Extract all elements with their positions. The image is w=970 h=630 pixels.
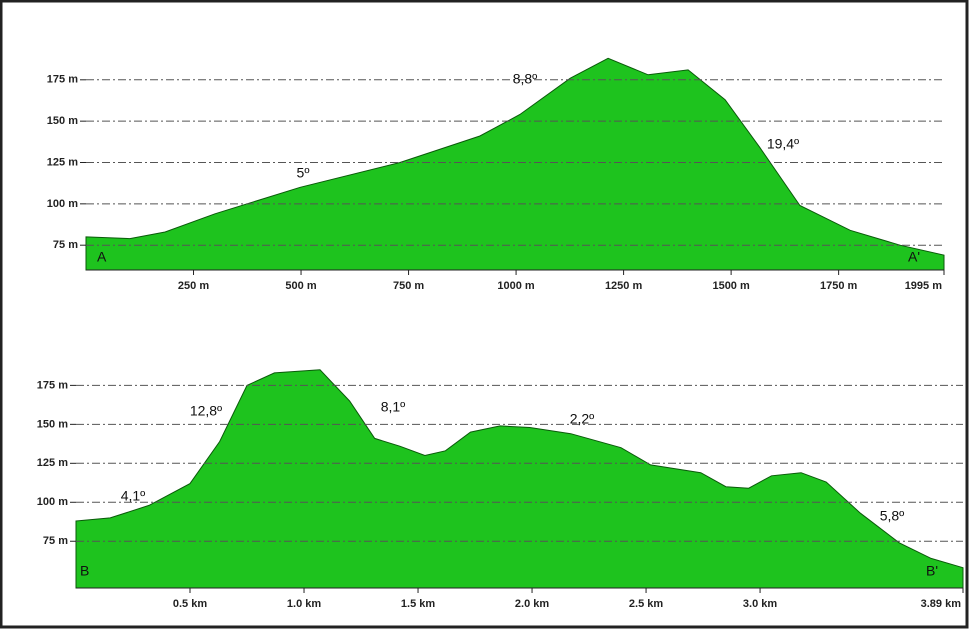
y-tick-label: 175 m [47, 74, 78, 86]
x-tick-label: 1750 m [820, 280, 858, 292]
y-tick-label: 150 m [37, 418, 68, 430]
x-tick-label: 1250 m [605, 280, 643, 292]
annotation: B' [926, 563, 938, 579]
x-tick-label: 750 m [393, 280, 424, 292]
x-tick-label: 2.0 km [515, 598, 549, 610]
elevation-area [85, 57, 945, 271]
x-tick-label: 3.89 km [921, 598, 962, 610]
x-tick-label: 1500 m [712, 280, 750, 292]
annotation: 8,8º [513, 71, 538, 87]
annotation: 2,2º [570, 411, 595, 427]
x-tick-label: 250 m [178, 280, 209, 292]
annotation: A [97, 249, 107, 265]
x-tick-label: 1995 m [905, 280, 943, 292]
annotation: 4,1º [121, 488, 146, 504]
x-tick-label: 0.5 km [173, 598, 207, 610]
annotation: 5,8º [880, 508, 905, 524]
annotation: 19,4º [767, 136, 799, 152]
x-tick-label: 1.5 km [401, 598, 435, 610]
annotation: 8,1º [381, 399, 406, 415]
x-tick-label: 1000 m [497, 280, 535, 292]
elevation-area [75, 369, 964, 589]
y-tick-label: 100 m [47, 198, 78, 210]
annotation: B [80, 563, 89, 579]
x-tick-label: 500 m [285, 280, 316, 292]
y-tick-label: 175 m [37, 379, 68, 391]
x-tick-label: 3.0 km [743, 598, 777, 610]
annotation: A' [908, 249, 920, 265]
y-tick-label: 125 m [37, 457, 68, 469]
x-tick-label: 1.0 km [287, 598, 321, 610]
annotation: 12,8º [190, 403, 222, 419]
annotation: 5º [297, 165, 310, 181]
y-tick-label: 75 m [53, 239, 78, 251]
y-tick-label: 75 m [43, 535, 68, 547]
x-tick-label: 2.5 km [629, 598, 663, 610]
y-tick-label: 100 m [37, 496, 68, 508]
y-tick-label: 125 m [47, 156, 78, 168]
y-tick-label: 150 m [47, 115, 78, 127]
